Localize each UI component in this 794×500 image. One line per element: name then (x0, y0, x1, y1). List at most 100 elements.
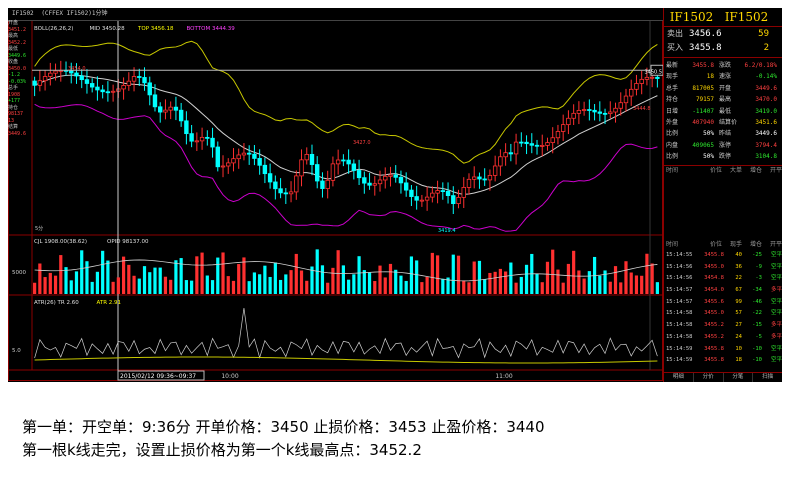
peak-price-tag: 3427.0 (353, 140, 371, 146)
candle-body (430, 192, 435, 198)
bar-info-item: +177 (8, 98, 21, 104)
bottom-tab[interactable]: 分价 (694, 373, 724, 382)
volume-bar (613, 266, 618, 294)
tick-volume: 99 (735, 298, 742, 305)
chart-frame (8, 20, 663, 381)
legend-main: BOTTOM 3444.39 (187, 26, 236, 32)
candle-body (524, 141, 529, 145)
volume-bar (305, 280, 309, 294)
volume-bar (566, 263, 571, 294)
period-label: 5分 (35, 225, 43, 232)
candle-body (189, 133, 194, 142)
candle-body (320, 180, 325, 189)
tick-row: 15:14:57 3454.0 67 -34 多平 (664, 285, 782, 297)
legend-atr: ATR 2.91 (97, 300, 122, 306)
tick-type: 空平 (770, 263, 782, 270)
candle-body (325, 179, 330, 189)
candle-body (278, 188, 283, 194)
candle-body (173, 106, 179, 111)
bar-info-item: 总手 (8, 85, 19, 91)
volume-bar (53, 275, 58, 294)
volume-bar (273, 262, 277, 294)
candle-body (513, 141, 519, 155)
candle-body (566, 117, 571, 126)
tick-oi-change: -3 (755, 275, 762, 282)
buy-price: 3455.8 (689, 43, 722, 53)
bottom-tab[interactable]: 分笔 (724, 373, 754, 382)
stat-value-2: 3470.0 (755, 96, 777, 104)
candle-body (492, 165, 498, 176)
candle-body (299, 159, 304, 177)
volume-bar (74, 271, 79, 294)
tick-price: 3455.8 (704, 345, 724, 352)
tick-row: 15:14:58 3455.2 24 -5 多平 (664, 332, 782, 344)
candle-body (184, 120, 189, 135)
volume-bar (299, 270, 304, 294)
tick-list[interactable]: 时间 价位 现手 增仓 开平 15:14:55 3455.8 40 -25 空平 15:14:56… (664, 240, 782, 367)
candle-body (409, 189, 414, 197)
volume-bar (645, 253, 649, 294)
volume-bar (221, 252, 225, 294)
candle-body (79, 75, 84, 81)
candle-body (315, 164, 320, 182)
volume-bar (650, 263, 654, 294)
bar-info-item: 持仓 (8, 104, 19, 111)
tick-volume: 36 (735, 263, 742, 270)
volume-bar (258, 274, 262, 294)
bottom-tab[interactable]: 扫描 (753, 373, 782, 382)
bar-info-item: 3449.6 (8, 130, 27, 137)
candle-body (126, 80, 132, 86)
stats-row: 内盘 409065 涨停 3794.4 (664, 140, 782, 151)
candle-body (461, 187, 466, 198)
candle-body (639, 78, 644, 84)
volume-bar (603, 270, 607, 294)
bar-info-item: 结算 (8, 124, 19, 130)
tick-header-2: 时间 价位 现手 增仓 开平 (664, 240, 782, 250)
candle-body (346, 159, 351, 165)
stat-label: 现手 (666, 73, 679, 81)
order-book: 卖出 3456.6 59 买入 3455.8 2 (664, 27, 782, 58)
candle-body (472, 176, 477, 180)
volume-bar (493, 271, 497, 294)
candle-body (466, 178, 472, 188)
candle-body (477, 176, 482, 180)
volume-bar (451, 254, 455, 294)
tick-price: 3455.6 (704, 298, 724, 305)
volume-bar (294, 253, 298, 294)
volume-bar (195, 256, 199, 294)
tick-type: 多平 (770, 333, 782, 340)
stats-row: 最新 3455.8 涨跌 6.2/0.18% (664, 60, 782, 71)
volume-bar (556, 269, 560, 294)
stat-label-2: 跌停 (719, 153, 732, 161)
tick-row: 15:14:57 3455.6 99 -46 空平 (664, 297, 782, 309)
tick-type: 空平 (770, 252, 782, 258)
stat-label: 比例 (666, 130, 679, 138)
volume-bar (237, 264, 241, 294)
candle-body (629, 88, 634, 97)
stats-row: 外盘 407940 结算价 3451.6 (664, 117, 782, 128)
volume-bar (142, 266, 147, 294)
candle-body (53, 70, 58, 74)
volume-bar (38, 263, 42, 294)
stats-table: 最新 3455.8 涨跌 6.2/0.18% 现手 18 速涨 -0.14% 总手 817005 开… (664, 58, 782, 166)
chart-title: (CFFEX IF1502)1分钟 (41, 10, 108, 17)
volume-bar (263, 265, 267, 294)
tick-header-cell: 增仓 (749, 241, 762, 248)
candle-body (152, 94, 158, 108)
candle-body (42, 76, 48, 82)
volume-bar (320, 265, 325, 294)
bottom-tab[interactable]: 明细 (664, 373, 694, 382)
candle-body (498, 156, 503, 167)
bar-info-item: 13 (8, 117, 15, 124)
stat-label-2: 昨结 (719, 130, 732, 138)
tick-oi-change: -22 (752, 310, 762, 317)
candle-body (351, 163, 357, 171)
candle-body (142, 77, 147, 84)
contract-code: IF1502 (12, 10, 34, 17)
candle-body (456, 196, 461, 205)
caption-line-2: 第一根k线走完，设置止损价格为第一个k线最高点：3452.2 (22, 441, 422, 459)
stat-label-2: 涨停 (719, 141, 732, 149)
volume-bar (535, 273, 539, 294)
candle-body (576, 109, 582, 114)
volume-bar (69, 280, 73, 294)
